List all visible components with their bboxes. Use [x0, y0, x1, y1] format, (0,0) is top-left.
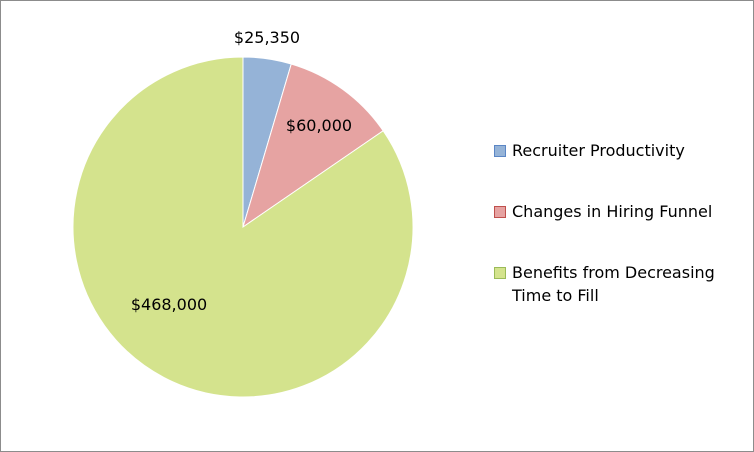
legend-item-changes-in-hiring-funnel: Changes in Hiring Funnel [494, 200, 744, 223]
legend-swatch [494, 206, 506, 218]
legend-label: Changes in Hiring Funnel [512, 202, 713, 221]
data-label: $25,350 [234, 28, 300, 47]
slice-changes-in-hiring-funnel [242, 63, 384, 229]
legend-label: Benefits from Decreasing Time to Fill [512, 263, 715, 305]
legend: Recruiter Productivity Changes in Hiring… [494, 139, 744, 345]
legend-swatch [494, 145, 506, 157]
legend-label: Recruiter Productivity [512, 141, 685, 160]
data-label: $468,000 [131, 295, 207, 314]
slice-benefits-from-decreasing-time-to-fill [72, 56, 414, 398]
legend-swatch [494, 267, 506, 279]
legend-item-recruiter-productivity: Recruiter Productivity [494, 139, 744, 162]
data-label: $60,000 [286, 116, 352, 135]
legend-item-benefits-from-decreasing-time-to-fill: Benefits from Decreasing Time to Fill [494, 261, 744, 307]
